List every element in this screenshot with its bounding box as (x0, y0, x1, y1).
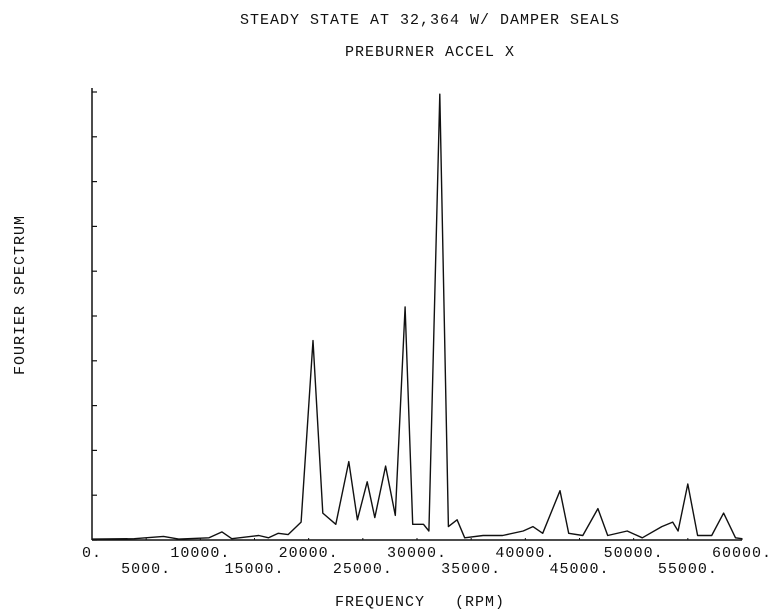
x-tick-label: 35000. (441, 561, 501, 578)
x-tick-label: 55000. (658, 561, 718, 578)
x-tick-label: 20000. (279, 545, 339, 562)
y-axis-label: FOURIER SPECTRUM (12, 215, 29, 375)
x-tick-label: 25000. (333, 561, 393, 578)
x-tick-label: 30000. (387, 545, 447, 562)
x-tick-label: 60000. (712, 545, 772, 562)
x-tick-label: 0. (82, 545, 102, 562)
x-tick-label: 40000. (495, 545, 555, 562)
x-tick-label: 5000. (121, 561, 171, 578)
x-axis-label: FREQUENCY (RPM) (335, 594, 505, 611)
x-tick-label: 45000. (549, 561, 609, 578)
chart-title: STEADY STATE AT 32,364 W/ DAMPER SEALS (240, 12, 620, 29)
chart-subtitle: PREBURNER ACCEL X (345, 44, 515, 61)
x-tick-label: 15000. (224, 561, 284, 578)
x-tick-label: 10000. (170, 545, 230, 562)
x-tick-label: 50000. (604, 545, 664, 562)
spectrum-line (91, 93, 743, 540)
